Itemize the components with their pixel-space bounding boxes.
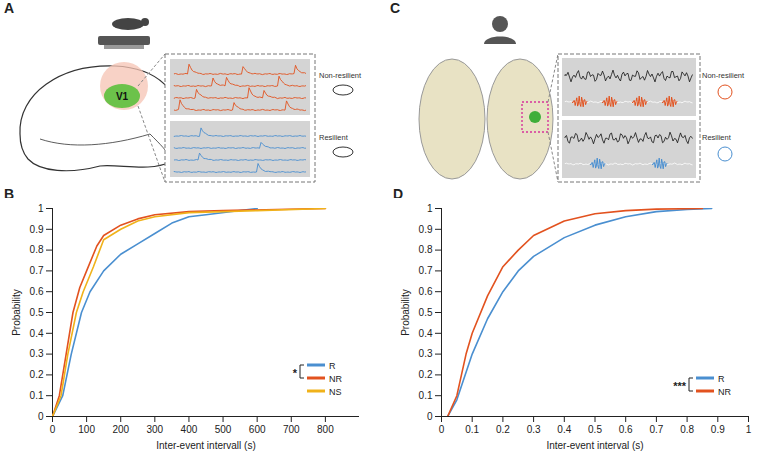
- svg-text:0: 0: [50, 424, 56, 435]
- svg-text:0.1: 0.1: [419, 390, 433, 401]
- svg-text:0.8: 0.8: [680, 424, 694, 435]
- svg-text:100: 100: [78, 424, 95, 435]
- svg-text:0.4: 0.4: [557, 424, 571, 435]
- svg-text:0.3: 0.3: [30, 348, 44, 359]
- svg-text:0.7: 0.7: [30, 265, 44, 276]
- svg-text:0: 0: [427, 411, 433, 422]
- svg-text:700: 700: [283, 424, 300, 435]
- html-text:A: A: [4, 0, 15, 16]
- svg-text:400: 400: [181, 424, 198, 435]
- svg-text:0.3: 0.3: [419, 348, 433, 359]
- svg-text:0.5: 0.5: [588, 424, 602, 435]
- svg-text:Inter-event intervall (s): Inter-event intervall (s): [156, 440, 255, 451]
- svg-text:0.9: 0.9: [30, 224, 44, 235]
- svg-text:V1: V1: [116, 91, 129, 102]
- svg-text:0.2: 0.2: [496, 424, 510, 435]
- svg-text:0.1: 0.1: [30, 390, 44, 401]
- svg-text:300: 300: [146, 424, 163, 435]
- svg-text:0.3: 0.3: [527, 424, 541, 435]
- svg-text:Non-resilient: Non-resilient: [319, 71, 362, 80]
- svg-text:0.9: 0.9: [419, 224, 433, 235]
- html-text:B: B: [4, 186, 15, 202]
- svg-text:0.4: 0.4: [419, 328, 433, 339]
- html-text:D: D: [393, 186, 404, 202]
- svg-text:0.2: 0.2: [419, 369, 433, 380]
- svg-text:NS: NS: [329, 387, 342, 397]
- svg-text:Probability: Probability: [400, 289, 411, 336]
- svg-text:800: 800: [317, 424, 334, 435]
- svg-text:0.7: 0.7: [419, 265, 433, 276]
- svg-text:0.7: 0.7: [649, 424, 663, 435]
- svg-text:0.5: 0.5: [30, 307, 44, 318]
- svg-text:***: ***: [673, 380, 687, 392]
- svg-text:500: 500: [215, 424, 232, 435]
- svg-text:0.9: 0.9: [711, 424, 725, 435]
- svg-text:R: R: [718, 374, 725, 384]
- svg-text:NR: NR: [718, 387, 731, 397]
- svg-text:0.1: 0.1: [465, 424, 479, 435]
- svg-text:0: 0: [38, 411, 44, 422]
- svg-text:R: R: [329, 361, 336, 371]
- svg-text:0.5: 0.5: [419, 307, 433, 318]
- svg-text:0.6: 0.6: [419, 286, 433, 297]
- svg-text:0.2: 0.2: [30, 369, 44, 380]
- svg-text:Probability: Probability: [11, 289, 22, 336]
- svg-text:0.8: 0.8: [30, 244, 44, 255]
- svg-text:1: 1: [746, 424, 752, 435]
- svg-text:0.8: 0.8: [419, 244, 433, 255]
- svg-text:600: 600: [249, 424, 266, 435]
- svg-text:Non-resilient: Non-resilient: [702, 71, 745, 80]
- svg-text:0.4: 0.4: [30, 328, 44, 339]
- svg-text:Resilient: Resilient: [319, 133, 349, 142]
- svg-text:Resilient: Resilient: [702, 133, 732, 142]
- svg-text:0.6: 0.6: [30, 286, 44, 297]
- svg-text:0: 0: [439, 424, 445, 435]
- svg-text:0.6: 0.6: [619, 424, 633, 435]
- svg-text:200: 200: [112, 424, 129, 435]
- svg-text:1: 1: [38, 203, 44, 214]
- svg-text:Inter-event interval (s): Inter-event interval (s): [546, 440, 643, 451]
- html-text:C: C: [390, 0, 401, 16]
- svg-text:*: *: [293, 367, 298, 379]
- svg-text:NR: NR: [329, 374, 342, 384]
- svg-text:1: 1: [427, 203, 433, 214]
